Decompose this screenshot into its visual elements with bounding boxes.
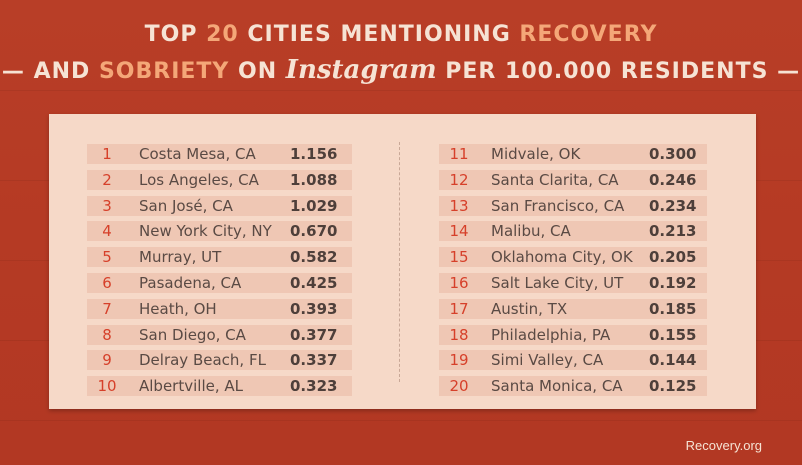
rank-number: 4 bbox=[102, 222, 112, 241]
mention-rate: 0.337 bbox=[290, 351, 338, 370]
city-name: San Diego, CA bbox=[139, 325, 246, 344]
instagram-wordmark: Instagram bbox=[285, 55, 437, 85]
row-band bbox=[87, 324, 352, 345]
page-title-line-1: TOP 20 CITIES MENTIONING RECOVERY bbox=[0, 22, 802, 47]
rank-number: 8 bbox=[102, 325, 112, 344]
mention-rate: 0.205 bbox=[649, 248, 697, 267]
row-band bbox=[87, 169, 352, 190]
city-name: Murray, UT bbox=[139, 248, 222, 267]
row-band bbox=[87, 350, 352, 371]
row-band bbox=[439, 221, 707, 242]
rank-number: 12 bbox=[449, 170, 469, 189]
mention-rate: 0.425 bbox=[290, 273, 338, 292]
row-band bbox=[439, 324, 707, 345]
rank-number: 2 bbox=[102, 170, 112, 189]
city-name: Simi Valley, CA bbox=[491, 351, 604, 370]
city-name: Los Angeles, CA bbox=[139, 170, 259, 189]
mention-rate: 0.670 bbox=[290, 222, 338, 241]
city-name: Oklahoma City, OK bbox=[491, 248, 633, 267]
rank-number: 19 bbox=[449, 351, 469, 370]
row-band bbox=[87, 272, 352, 293]
rank-number: 16 bbox=[449, 273, 469, 292]
mention-rate: 0.234 bbox=[649, 196, 697, 215]
rank-number: 9 bbox=[102, 351, 112, 370]
title-text: CITIES MENTIONING bbox=[238, 22, 520, 47]
city-name: Philadelphia, PA bbox=[491, 325, 611, 344]
row-band bbox=[439, 350, 707, 371]
mention-rate: 0.246 bbox=[649, 170, 697, 189]
rank-number: 11 bbox=[449, 145, 469, 163]
mention-rate: 0.144 bbox=[649, 351, 697, 370]
city-name: San José, CA bbox=[139, 196, 233, 215]
title-number: 20 bbox=[206, 22, 239, 47]
row-band bbox=[87, 376, 352, 397]
row-band bbox=[439, 144, 707, 164]
mention-rate: 1.088 bbox=[290, 170, 338, 189]
row-band bbox=[439, 272, 707, 293]
title-text: ON bbox=[229, 59, 286, 84]
row-band bbox=[439, 298, 707, 319]
source-credit: Recovery.org bbox=[685, 438, 762, 453]
row-band bbox=[439, 376, 707, 397]
city-name: Santa Clarita, CA bbox=[491, 170, 619, 189]
rank-number: 6 bbox=[102, 273, 112, 292]
mention-rate: 0.377 bbox=[290, 325, 338, 344]
rank-number: 18 bbox=[449, 325, 469, 344]
title-highlight: SOBRIETY bbox=[98, 59, 230, 84]
mention-rate: 1.029 bbox=[290, 196, 338, 215]
column-divider bbox=[399, 142, 400, 382]
title-text: TOP bbox=[144, 22, 207, 47]
row-band bbox=[87, 195, 352, 216]
city-name: Costa Mesa, CA bbox=[139, 145, 256, 163]
row-band bbox=[439, 169, 707, 190]
row-band bbox=[439, 195, 707, 216]
row-band bbox=[87, 298, 352, 319]
city-name: Austin, TX bbox=[491, 299, 568, 318]
rank-number: 10 bbox=[97, 377, 117, 396]
city-name: San Francisco, CA bbox=[491, 196, 625, 215]
rank-number: 17 bbox=[449, 299, 469, 318]
city-name: New York City, NY bbox=[139, 222, 272, 241]
rank-number: 13 bbox=[449, 196, 469, 215]
row-band bbox=[87, 247, 352, 268]
rank-number: 1 bbox=[102, 145, 112, 163]
rank-number: 3 bbox=[102, 196, 112, 215]
mention-rate: 0.300 bbox=[649, 145, 697, 163]
city-name: Malibu, CA bbox=[491, 222, 571, 241]
rank-number: 5 bbox=[102, 248, 112, 267]
mention-rate: 0.185 bbox=[649, 299, 697, 318]
title-highlight: RECOVERY bbox=[519, 22, 658, 47]
title-text: PER 100.000 RESIDENTS — bbox=[436, 59, 801, 84]
row-band bbox=[87, 221, 352, 242]
city-name: Midvale, OK bbox=[491, 145, 581, 163]
title-text: — AND bbox=[1, 59, 99, 84]
rank-number: 14 bbox=[449, 222, 469, 241]
mention-rate: 0.582 bbox=[290, 248, 338, 267]
mention-rate: 0.323 bbox=[290, 377, 338, 396]
rank-number: 7 bbox=[102, 299, 112, 318]
ranking-panel: 1 Costa Mesa, CA 1.156 2 Los Angeles, CA 1.08… bbox=[49, 114, 756, 409]
row-band bbox=[87, 144, 352, 164]
page-title-line-2: — AND SOBRIETY ON Instagram PER 100.000 … bbox=[0, 55, 802, 85]
mention-rate: 0.125 bbox=[649, 377, 697, 396]
city-name: Albertville, AL bbox=[139, 377, 243, 396]
city-name: Delray Beach, FL bbox=[139, 351, 266, 370]
mention-rate: 0.393 bbox=[290, 299, 338, 318]
city-name: Pasadena, CA bbox=[139, 273, 242, 292]
mention-rate: 0.213 bbox=[649, 222, 697, 241]
city-name: Santa Monica, CA bbox=[491, 377, 623, 396]
mention-rate: 0.155 bbox=[649, 325, 697, 344]
mention-rate: 0.192 bbox=[649, 273, 697, 292]
rank-number: 20 bbox=[449, 377, 469, 396]
mention-rate: 1.156 bbox=[290, 145, 338, 163]
row-band bbox=[439, 247, 707, 268]
rank-number: 15 bbox=[449, 248, 469, 267]
city-name: Salt Lake City, UT bbox=[491, 273, 624, 292]
city-name: Heath, OH bbox=[139, 299, 217, 318]
